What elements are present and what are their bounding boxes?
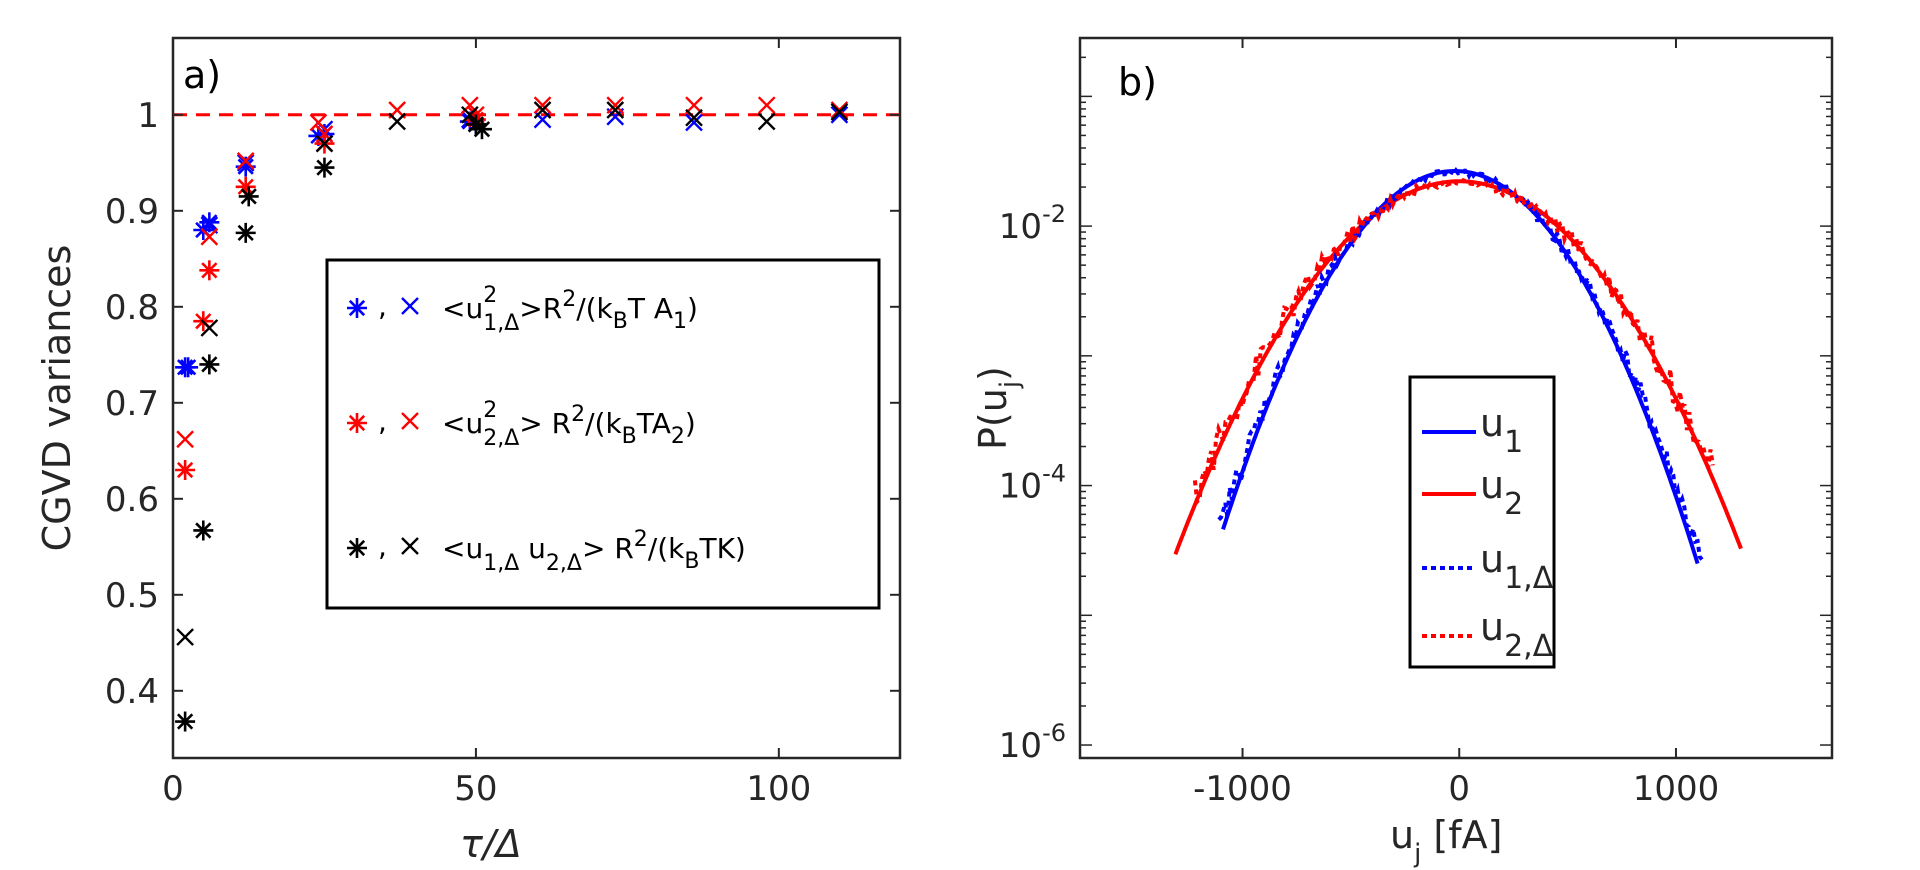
point-cross xyxy=(315,134,334,153)
legend-cross xyxy=(401,297,419,315)
legend-cross xyxy=(401,537,419,555)
point-star xyxy=(235,222,256,243)
y-tick-label: 10-2 xyxy=(999,200,1066,247)
panel-a-ticks: 0 50 100 0.4 0.5 0.6 0.7 0.8 0.9 1 xyxy=(105,38,900,809)
x-tick-label: 0 xyxy=(162,769,184,809)
panel-a-legend: , <u2 1,Δ>R2/(kBT A1), <u2 2,Δ> R2/(kBTA2), <… xyxy=(325,258,881,610)
panel-b-label: b) xyxy=(1118,60,1157,104)
point-cross xyxy=(533,101,552,119)
point-star xyxy=(314,157,335,178)
legend-label: <u2 2,Δ> R2/(kBTA2) xyxy=(442,398,696,451)
panel-a-marks xyxy=(173,96,900,732)
panel-b-curves xyxy=(1173,167,1743,565)
legend-star xyxy=(347,298,367,318)
point-cross xyxy=(830,103,849,121)
legend-separator: , xyxy=(378,290,387,323)
point-cross xyxy=(830,105,849,124)
x-tick-label: 50 xyxy=(454,769,497,809)
y-tick-label: 0.5 xyxy=(105,576,159,616)
y-tick-label: 10-6 xyxy=(999,719,1066,766)
x-tick-label: 0 xyxy=(1448,769,1470,809)
point-cross xyxy=(757,112,776,131)
panel-b-xlabel-suffix: [fA] xyxy=(1421,813,1502,857)
point-cross xyxy=(830,101,849,119)
point-cross xyxy=(236,152,255,170)
panel-b-xlabel-main: u xyxy=(1390,813,1414,857)
panel-a-legend-box xyxy=(325,258,881,610)
panel-a-xlabel: τ/Δ xyxy=(460,822,522,866)
legend-cross xyxy=(401,412,419,430)
x-tick-label: 100 xyxy=(746,769,811,809)
legend-label: u2 xyxy=(1480,463,1523,522)
point-cross xyxy=(309,113,328,132)
panel-a: 0 50 100 0.4 0.5 0.6 0.7 0.8 0.9 1 a) τ/Δ CGVD va… xyxy=(35,36,902,866)
panel-b-ylabel-sub: j xyxy=(995,381,1025,389)
legend-label: u1 xyxy=(1480,401,1523,460)
point-cross xyxy=(685,108,703,127)
point-cross xyxy=(236,153,255,172)
legend-label: u2,Δ xyxy=(1480,605,1554,664)
y-tick-label: 10-4 xyxy=(999,460,1066,507)
curve-u2 xyxy=(1192,177,1715,507)
panel-a-ylabel: CGVD variances xyxy=(35,245,79,552)
panel-a-label: a) xyxy=(183,53,221,97)
x-tick-label: 1000 xyxy=(1633,769,1720,809)
panel-b-marks xyxy=(1173,167,1743,565)
point-star xyxy=(235,176,256,197)
point-star xyxy=(175,711,196,732)
y-tick-label: 1 xyxy=(137,96,159,136)
legend-star xyxy=(347,413,367,433)
point-cross xyxy=(606,101,625,119)
point-star xyxy=(175,460,196,480)
panel-b-ylabel-main: P(u xyxy=(971,388,1015,450)
point-cross xyxy=(757,96,776,115)
y-tick-label: 0.6 xyxy=(105,480,159,520)
point-cross xyxy=(685,113,703,132)
panel-b-xlabel: uj [fA] xyxy=(1390,813,1502,869)
point-cross xyxy=(176,628,194,646)
legend-separator: , xyxy=(378,530,387,563)
panel-b-ylabel: P(uj) xyxy=(971,366,1025,450)
legend-star xyxy=(347,538,367,558)
point-star xyxy=(178,357,199,378)
point-star xyxy=(238,186,259,207)
panel-b-xlabel-sub: j xyxy=(1413,839,1421,869)
y-tick-label: 0.9 xyxy=(105,192,159,232)
legend-separator: , xyxy=(378,405,387,438)
point-star xyxy=(199,212,220,233)
y-tick-label: 0.4 xyxy=(105,672,159,712)
panel-b-ticks: -1000 0 1000 10-6 10-4 10-2 xyxy=(999,38,1832,809)
point-cross xyxy=(685,96,703,115)
point-cross xyxy=(388,112,407,131)
point-cross xyxy=(461,105,479,124)
point-star xyxy=(199,354,220,375)
legend-label: u1,Δ xyxy=(1480,537,1554,596)
point-cross xyxy=(606,96,625,115)
legend-label: <u2 1,Δ>R2/(kBT A1) xyxy=(442,283,698,336)
point-cross xyxy=(200,227,219,246)
y-tick-label: 0.7 xyxy=(105,384,159,424)
y-tick-label: 0.8 xyxy=(105,288,159,328)
point-cross xyxy=(200,319,219,337)
point-cross xyxy=(533,96,552,115)
panel-b-ylabel-suffix: ) xyxy=(971,366,1015,381)
point-star xyxy=(193,520,214,541)
point-star xyxy=(471,119,492,140)
x-tick-label: -1000 xyxy=(1193,769,1292,809)
panel-b-legend-box xyxy=(1408,375,1556,669)
legend-label: <u1,Δ u2,Δ> R2/(kBTK) xyxy=(442,527,746,576)
curve-u1 xyxy=(1217,167,1704,561)
point-cross xyxy=(176,430,194,449)
point-star xyxy=(199,260,220,281)
